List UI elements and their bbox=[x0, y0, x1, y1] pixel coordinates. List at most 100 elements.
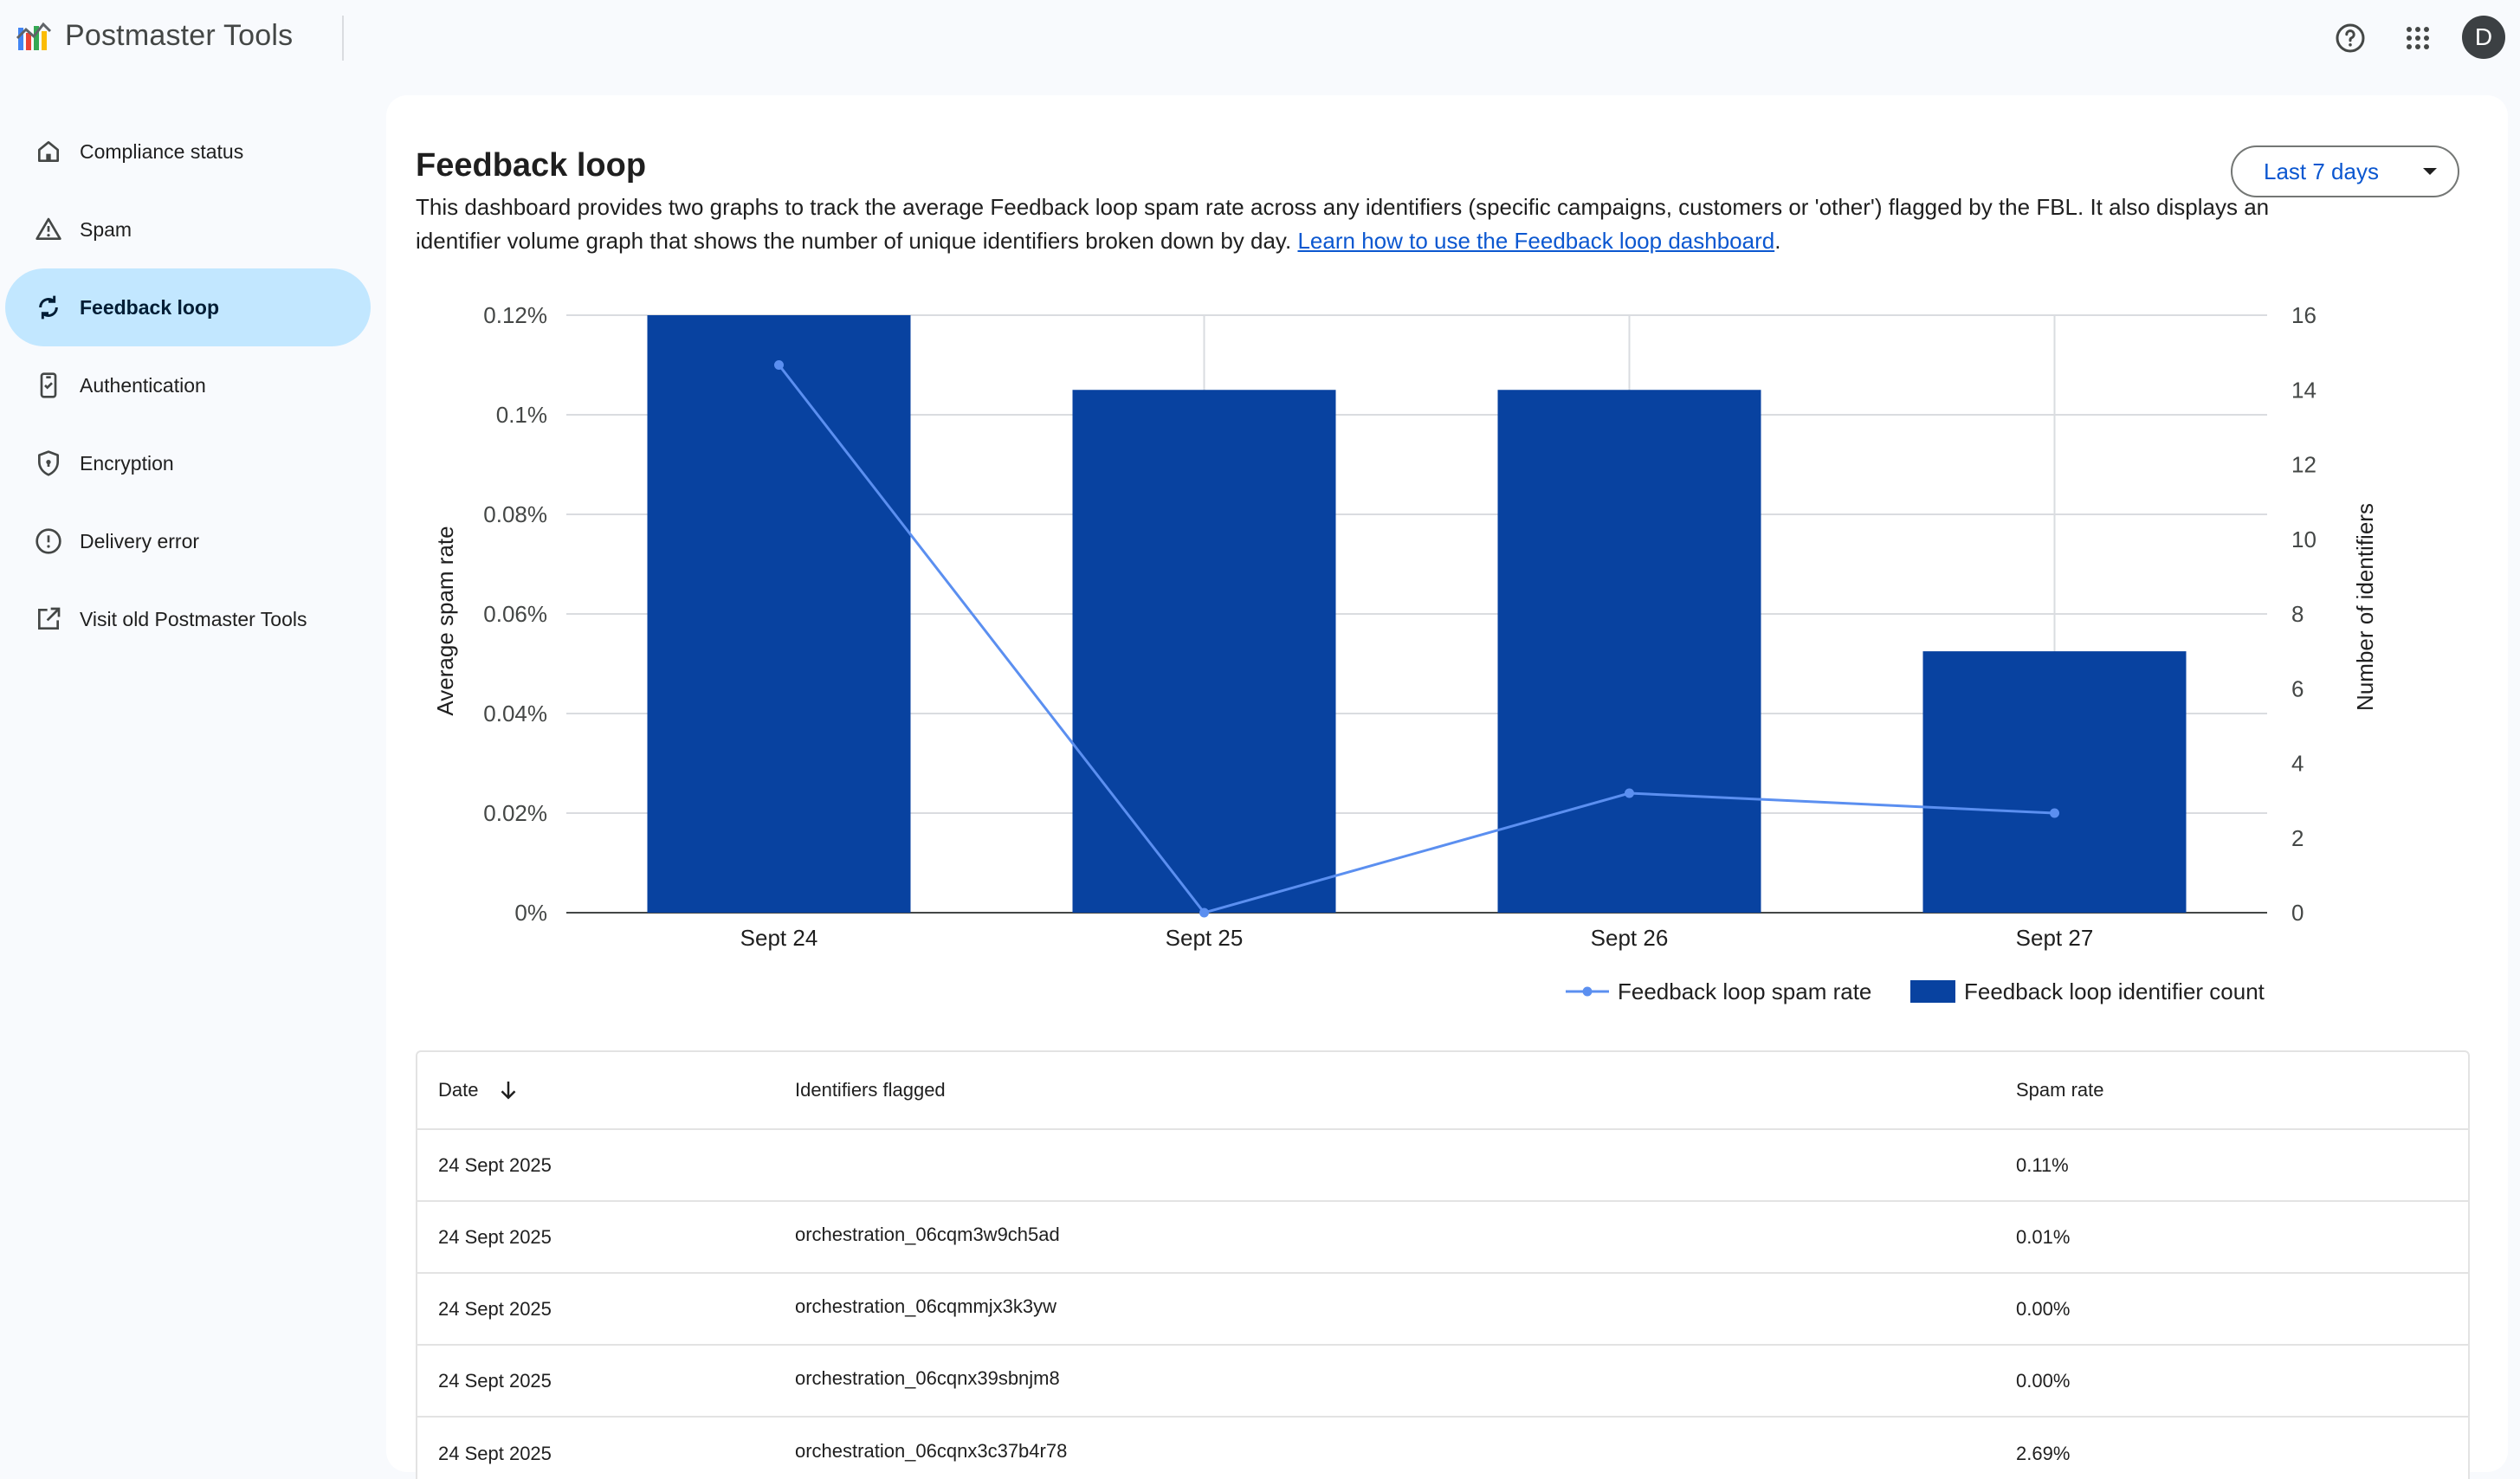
y2-tick-label: 10 bbox=[2291, 526, 2316, 552]
warning-icon bbox=[33, 214, 64, 245]
title-divider bbox=[342, 16, 344, 61]
error-circle-icon bbox=[33, 526, 64, 557]
sidebar-item-label: Visit old Postmaster Tools bbox=[80, 607, 307, 630]
sidebar-item-feedback-loop[interactable]: Feedback loop bbox=[5, 268, 371, 346]
spam-rate-point bbox=[1199, 907, 1209, 918]
table-row[interactable]: 24 Sept 2025 0.11% bbox=[417, 1130, 2468, 1202]
column-header-spam-rate[interactable]: Spam rate bbox=[2016, 1079, 2104, 1101]
cell-identifier: orchestration_06cqm3w9ch5ad bbox=[790, 1224, 2011, 1251]
sidebar-item-label: Feedback loop bbox=[80, 295, 220, 319]
cell-spam-rate: 2.69% bbox=[2016, 1442, 2071, 1464]
sidebar-item-label: Authentication bbox=[80, 373, 206, 397]
cell-identifier: orchestration_06cqnx3c37b4r78 bbox=[790, 1440, 2011, 1468]
y2-axis-title: Number of identifiers bbox=[2352, 503, 2378, 711]
cell-identifier: orchestration_06cqnx39sbnjm8 bbox=[790, 1367, 2011, 1395]
cell-date: 24 Sept 2025 bbox=[438, 1369, 552, 1392]
table-row[interactable]: 24 Sept 2025 orchestration_06cqnx3c37b4r… bbox=[417, 1418, 2468, 1479]
date-range-dropdown[interactable]: Last 7 days bbox=[2231, 145, 2459, 197]
sidebar-item-encryption[interactable]: Encryption bbox=[5, 424, 371, 502]
legend-bar-swatch bbox=[1910, 980, 1955, 1003]
spam-rate-line bbox=[778, 364, 2055, 914]
spam-rate-point bbox=[774, 360, 784, 370]
column-header-label: Date bbox=[438, 1079, 479, 1101]
open-in-new-icon bbox=[33, 604, 64, 635]
column-header-date[interactable]: Date bbox=[417, 1077, 790, 1103]
phone-check-icon bbox=[33, 370, 64, 401]
column-header-identifiers[interactable]: Identifiers flagged bbox=[795, 1079, 946, 1101]
apps-grid-icon[interactable] bbox=[2399, 19, 2437, 57]
description-period: . bbox=[1774, 228, 1781, 254]
y-tick-label: 0.08% bbox=[483, 501, 547, 527]
learn-more-link[interactable]: Learn how to use the Feedback loop dashb… bbox=[1297, 228, 1775, 254]
page-description: This dashboard provides two graphs to tr… bbox=[416, 191, 2304, 258]
x-tick-label: Sept 25 bbox=[1166, 925, 1244, 951]
cell-date: 24 Sept 2025 bbox=[438, 1153, 552, 1176]
y2-tick-label: 2 bbox=[2291, 825, 2304, 851]
x-tick-label: Sept 24 bbox=[740, 925, 818, 951]
arrow-down-icon[interactable] bbox=[495, 1077, 521, 1103]
sidebar-item-delivery-error[interactable]: Delivery error bbox=[5, 502, 371, 580]
table-row[interactable]: 24 Sept 2025 orchestration_06cqmmjx3k3yw… bbox=[417, 1274, 2468, 1346]
postmaster-logo-icon bbox=[16, 22, 52, 50]
sidebar-item-label: Delivery error bbox=[80, 529, 200, 552]
cell-date: 24 Sept 2025 bbox=[438, 1442, 552, 1464]
y2-tick-label: 8 bbox=[2291, 601, 2304, 627]
sidebar-item-label: Encryption bbox=[80, 451, 174, 475]
cell-date: 24 Sept 2025 bbox=[438, 1225, 552, 1248]
y2-tick-label: 16 bbox=[2291, 302, 2316, 328]
y-tick-label: 0% bbox=[514, 900, 547, 926]
identifier-count-bar bbox=[1072, 390, 1336, 913]
y-tick-label: 0.06% bbox=[483, 601, 547, 627]
sidebar-item-visit-old-postmaster-tools[interactable]: Visit old Postmaster Tools bbox=[5, 580, 371, 658]
y2-tick-label: 4 bbox=[2291, 751, 2304, 777]
sidebar-item-spam[interactable]: Spam bbox=[5, 191, 371, 268]
legend-line-marker bbox=[1582, 986, 1593, 997]
y-axis-title: Average spam rate bbox=[432, 526, 458, 715]
identifier-count-bar bbox=[1497, 390, 1761, 913]
shield-icon bbox=[33, 448, 64, 479]
cell-identifier: orchestration_06cqmmjx3k3yw bbox=[790, 1295, 2011, 1323]
y2-tick-label: 14 bbox=[2291, 377, 2316, 403]
y-tick-label: 0.02% bbox=[483, 800, 547, 826]
legend-label: Feedback loop spam rate bbox=[1618, 978, 1871, 1004]
help-circle-icon[interactable] bbox=[2331, 19, 2369, 57]
avatar[interactable]: D bbox=[2462, 16, 2505, 59]
identifier-count-bar bbox=[1922, 651, 2187, 913]
x-tick-label: Sept 26 bbox=[1591, 925, 1669, 951]
chevron-down-icon bbox=[2423, 168, 2437, 175]
top-app-bar: Postmaster Tools D bbox=[0, 0, 2520, 76]
x-tick-label: Sept 27 bbox=[2016, 925, 2094, 951]
y-tick-label: 0.1% bbox=[496, 402, 547, 428]
feedback-loop-chart: 0% 0.02% 0.04% 0.06% 0.08% 0.1% 0.12% 0 2 4 6 8 10 12… bbox=[432, 302, 2378, 1004]
sidebar-item-compliance-status[interactable]: Compliance status bbox=[5, 113, 371, 191]
cell-date: 24 Sept 2025 bbox=[438, 1297, 552, 1320]
sidebar-item-label: Compliance status bbox=[80, 139, 244, 163]
cell-spam-rate: 0.00% bbox=[2016, 1297, 2071, 1320]
sidebar-item-authentication[interactable]: Authentication bbox=[5, 346, 371, 424]
y-tick-label: 0.12% bbox=[483, 302, 547, 328]
cell-spam-rate: 0.11% bbox=[2016, 1153, 2069, 1176]
spam-rate-point bbox=[2050, 808, 2059, 818]
app-title[interactable]: Postmaster Tools bbox=[65, 19, 294, 52]
y2-tick-label: 0 bbox=[2291, 900, 2304, 926]
cell-spam-rate: 0.00% bbox=[2016, 1369, 2071, 1392]
sync-icon bbox=[33, 292, 64, 323]
date-range-label: Last 7 days bbox=[2264, 158, 2379, 184]
page-title: Feedback loop bbox=[416, 147, 647, 184]
table-row[interactable]: 24 Sept 2025 orchestration_06cqm3w9ch5ad… bbox=[417, 1202, 2468, 1274]
y-tick-label: 0.04% bbox=[483, 701, 547, 727]
identifier-text: orchestration_06cqmmjx3k3yw bbox=[795, 1295, 1057, 1317]
table-row[interactable]: 24 Sept 2025 orchestration_06cqnx39sbnjm… bbox=[417, 1346, 2468, 1418]
sidebar-nav: Compliance status Spam Feedback loop Aut… bbox=[0, 113, 381, 658]
y2-tick-label: 6 bbox=[2291, 675, 2304, 701]
feedback-loop-table: Date Identifiers flagged Spam rate 24 Se… bbox=[416, 1050, 2470, 1479]
cell-identifier bbox=[790, 1154, 2011, 1177]
home-icon bbox=[33, 136, 64, 167]
legend-label: Feedback loop identifier count bbox=[1964, 978, 2265, 1004]
y2-tick-label: 12 bbox=[2291, 452, 2316, 478]
description-text: This dashboard provides two graphs to tr… bbox=[416, 194, 2270, 254]
identifier-text: orchestration_06cqnx3c37b4r78 bbox=[795, 1439, 1068, 1462]
identifier-count-bar bbox=[647, 315, 911, 913]
identifier-text: orchestration_06cqm3w9ch5ad bbox=[795, 1223, 1060, 1245]
sidebar-item-label: Spam bbox=[80, 217, 132, 241]
